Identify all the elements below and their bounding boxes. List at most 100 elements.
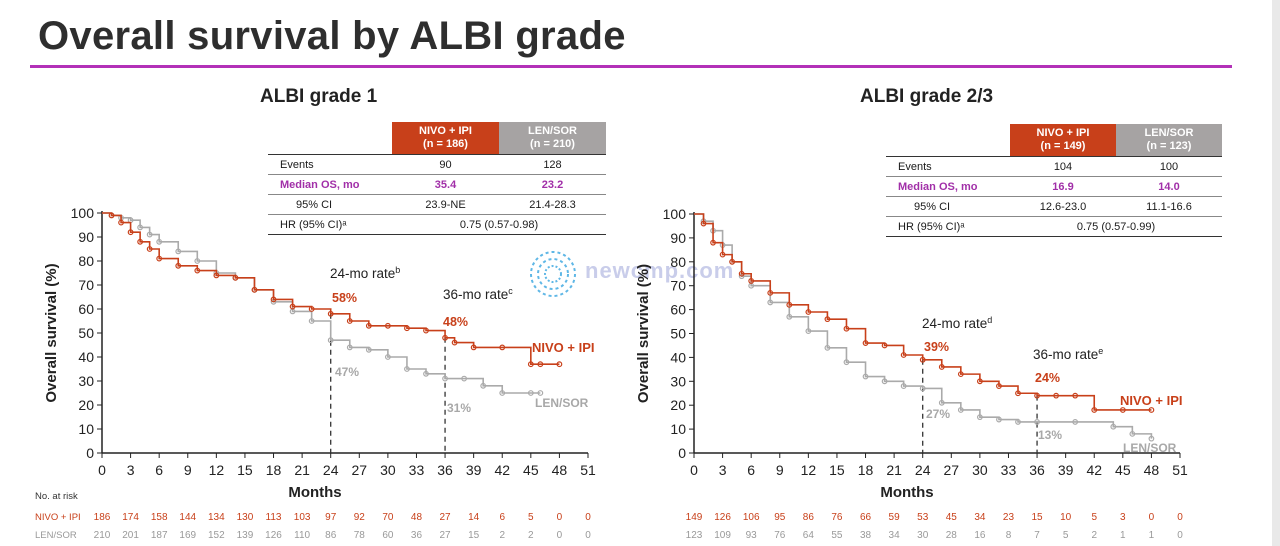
cell-value: 90 xyxy=(392,154,499,175)
row-label-hr: HR (95% CI)ᵃ xyxy=(268,214,392,235)
x-tick-label: 0 xyxy=(98,462,106,478)
censor-mark xyxy=(423,370,429,377)
censor-mark xyxy=(748,278,755,284)
censor-mark xyxy=(537,361,544,368)
nivo-24mo-rate: 39% xyxy=(924,340,949,354)
risk-count-len: 201 xyxy=(122,530,139,541)
censor-mark xyxy=(700,220,707,227)
censor-mark xyxy=(404,366,410,372)
y-tick-label: 80 xyxy=(78,253,94,269)
cell-value: 11.1-16.6 xyxy=(1116,196,1222,217)
censor-mark xyxy=(137,224,144,231)
y-tick-label: 50 xyxy=(78,325,94,341)
nivo-36mo-rate: 24% xyxy=(1035,371,1060,385)
risk-count-len: 30 xyxy=(917,530,929,541)
x-tick-label: 33 xyxy=(1001,462,1017,478)
censor-mark xyxy=(1119,407,1126,413)
page-title: Overall survival by ALBI grade xyxy=(38,14,626,58)
cell-value: 21.4-28.3 xyxy=(499,194,606,215)
cell-value: 16.9 xyxy=(1010,176,1116,197)
censor-mark xyxy=(346,318,353,324)
y-tick-label: 100 xyxy=(71,205,95,221)
x-tick-label: 9 xyxy=(776,462,784,478)
censor-mark xyxy=(423,327,429,334)
censor-mark xyxy=(108,212,115,219)
row-label-median: Median OS, mo xyxy=(268,174,392,195)
row-label-ci: 95% CI xyxy=(886,196,1010,217)
x-tick-label: 48 xyxy=(1144,462,1160,478)
cell-value: 14.0 xyxy=(1116,176,1222,197)
risk-count-nivo: 10 xyxy=(1060,512,1072,523)
x-axis-label: Months xyxy=(288,484,341,501)
x-tick-label: 39 xyxy=(466,462,482,478)
censor-mark xyxy=(862,373,869,380)
y-tick-label: 10 xyxy=(78,421,94,437)
risk-count-nivo: 158 xyxy=(150,512,168,523)
censor-mark xyxy=(976,414,983,421)
x-tick-label: 51 xyxy=(1172,462,1188,478)
censor-mark xyxy=(1129,430,1136,437)
x-tick-label: 18 xyxy=(266,462,282,478)
censor-mark xyxy=(996,383,1002,389)
censor-mark xyxy=(327,337,334,344)
censor-mark xyxy=(137,238,144,245)
y-tick-label: 50 xyxy=(670,326,686,342)
rate-24mo-label: 24-mo rated xyxy=(922,315,992,331)
risk-count-len: 86 xyxy=(325,530,337,541)
risk-count-nivo: 14 xyxy=(468,512,480,523)
risk-count-nivo: 23 xyxy=(1002,512,1015,523)
censor-mark xyxy=(499,344,506,351)
y-tick-label: 90 xyxy=(78,229,94,245)
risk-label-nivo: NIVO + IPI xyxy=(35,512,81,523)
censor-mark xyxy=(556,361,563,368)
censor-mark xyxy=(862,340,869,346)
y-tick-label: 70 xyxy=(78,277,94,293)
censor-mark xyxy=(384,322,391,329)
risk-count-len: 0 xyxy=(585,530,591,541)
censor-mark xyxy=(900,383,907,389)
y-tick-label: 70 xyxy=(670,278,686,294)
col-header-len: LEN/SOR (n = 123) xyxy=(1116,124,1222,157)
risk-count-nivo: 130 xyxy=(236,512,254,523)
censor-mark xyxy=(499,390,506,396)
len-36mo-rate: 31% xyxy=(447,401,471,415)
censor-mark xyxy=(175,248,182,255)
risk-count-nivo: 106 xyxy=(742,512,760,523)
len-36mo-rate: 13% xyxy=(1038,428,1062,442)
nivo-24mo-rate: 58% xyxy=(332,291,357,305)
x-tick-label: 27 xyxy=(352,462,368,478)
nivo-36mo-rate: 48% xyxy=(443,315,468,329)
risk-count-len: 1 xyxy=(1120,530,1126,541)
censor-mark xyxy=(938,399,945,406)
censor-mark xyxy=(824,316,831,323)
censor-mark xyxy=(881,378,888,385)
risk-count-len: 60 xyxy=(382,530,394,541)
censor-mark xyxy=(1148,407,1155,413)
series-line-len xyxy=(102,212,541,394)
censor-mark xyxy=(194,267,201,274)
risk-count-nivo: 149 xyxy=(685,512,703,523)
risk-count-len: 55 xyxy=(831,530,843,541)
x-tick-label: 12 xyxy=(801,462,817,478)
row-label-events: Events xyxy=(886,156,1010,177)
x-tick-label: 39 xyxy=(1058,462,1074,478)
watermark-text: newcmp.com xyxy=(585,258,735,283)
rate-24mo-label: 24-mo rateb xyxy=(330,265,400,281)
risk-count-nivo: 6 xyxy=(499,512,506,523)
col-header-nivo: NIVO + IPI (n = 186) xyxy=(392,122,499,155)
risk-count-len: 7 xyxy=(1034,530,1040,541)
censor-mark xyxy=(442,334,448,341)
risk-count-len: 187 xyxy=(150,530,168,541)
series-label-nivo: NIVO + IPI xyxy=(1120,393,1183,408)
x-tick-label: 30 xyxy=(380,462,396,478)
risk-count-len: 2 xyxy=(1091,530,1098,541)
risk-count-len: 78 xyxy=(353,530,365,541)
risk-count-len: 5 xyxy=(1062,530,1069,541)
censor-mark xyxy=(270,296,277,303)
x-tick-label: 24 xyxy=(915,462,931,478)
risk-count-len: 64 xyxy=(802,530,814,541)
censor-mark xyxy=(719,251,726,258)
censor-mark xyxy=(729,258,736,265)
censor-mark xyxy=(919,356,926,363)
